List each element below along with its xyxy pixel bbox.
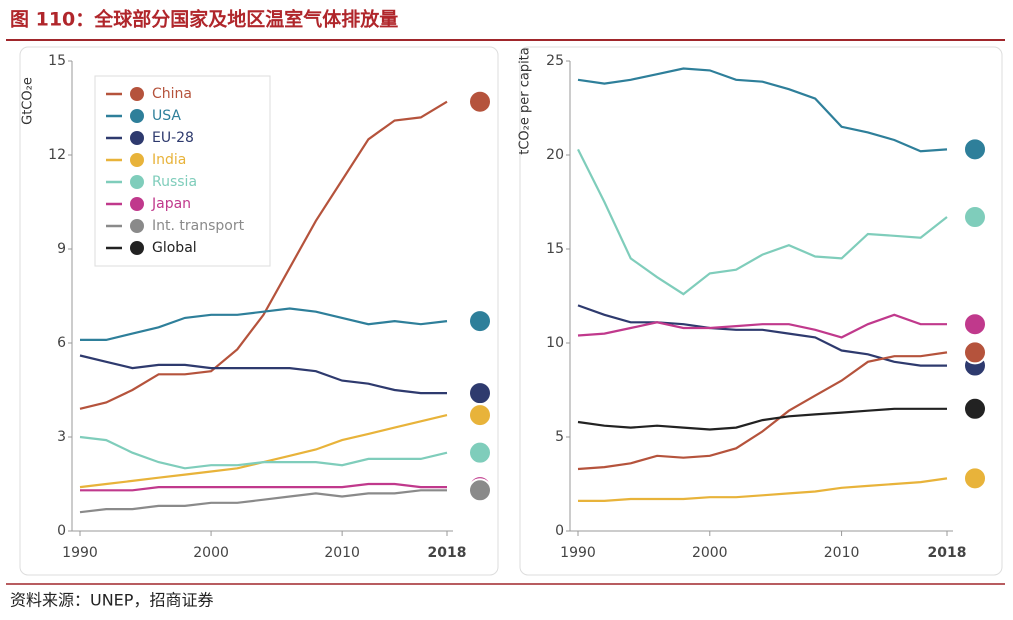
series-line bbox=[79, 354, 447, 395]
legend-box bbox=[94, 75, 271, 267]
legend-label: China bbox=[152, 86, 192, 102]
y-axis-label: tCO₂e per capita bbox=[518, 47, 533, 155]
y-tick-label: 0 bbox=[57, 523, 66, 539]
y-tick-label: 6 bbox=[57, 335, 66, 351]
x-tick-label: 2000 bbox=[692, 545, 728, 561]
flag-icon bbox=[963, 396, 987, 421]
y-tick-label: 20 bbox=[546, 147, 564, 163]
x-tick-label: 2018 bbox=[928, 545, 967, 561]
figure-title: 图 110：全球部分国家及地区温室气体排放量 bbox=[10, 8, 398, 31]
flag-icon bbox=[468, 381, 492, 406]
flag-icon bbox=[963, 137, 987, 162]
series-line bbox=[577, 313, 947, 339]
series-line bbox=[577, 351, 948, 471]
flag-icon bbox=[963, 466, 987, 491]
legend-label: Int. transport bbox=[152, 218, 245, 234]
legend-icon bbox=[130, 241, 144, 255]
y-tick-label: 10 bbox=[546, 335, 564, 351]
series-line bbox=[79, 489, 447, 514]
x-tick-label: 1990 bbox=[62, 545, 98, 561]
x-tick-label: 2018 bbox=[428, 545, 467, 561]
y-tick-label: 5 bbox=[555, 429, 564, 445]
y-axis-label: GtCO₂e bbox=[21, 77, 36, 125]
legend-label: Global bbox=[152, 240, 197, 256]
legend-icon bbox=[130, 175, 144, 189]
legend-icon bbox=[130, 131, 144, 145]
y-tick-label: 15 bbox=[48, 53, 66, 69]
series-line bbox=[80, 307, 448, 341]
panel-frame bbox=[19, 46, 499, 576]
flag-icon bbox=[963, 312, 987, 337]
flag-icon bbox=[963, 205, 987, 230]
series-line bbox=[80, 482, 447, 492]
flag-icon bbox=[963, 340, 987, 365]
x-tick-label: 2010 bbox=[324, 545, 360, 561]
legend-icon bbox=[130, 87, 144, 101]
y-tick-label: 12 bbox=[48, 147, 66, 163]
series-line bbox=[577, 304, 947, 367]
series-line bbox=[578, 477, 948, 502]
series-line bbox=[79, 100, 448, 410]
legend-label: Japan bbox=[151, 196, 191, 212]
x-tick-label: 2000 bbox=[193, 545, 229, 561]
y-tick-label: 3 bbox=[57, 429, 66, 445]
legend-icon bbox=[130, 197, 144, 211]
y-tick-label: 25 bbox=[546, 53, 564, 69]
y-tick-label: 15 bbox=[546, 241, 564, 257]
legend-icon bbox=[130, 219, 144, 233]
series-line bbox=[79, 435, 448, 470]
y-tick-label: 0 bbox=[555, 523, 564, 539]
flag-icon bbox=[468, 440, 492, 465]
flag-icon bbox=[468, 309, 492, 334]
legend-icon bbox=[130, 109, 144, 123]
legend-label: EU-28 bbox=[152, 130, 194, 146]
flag-icon bbox=[468, 478, 492, 503]
legend-label: India bbox=[152, 152, 186, 168]
series-line bbox=[577, 407, 947, 431]
legend-icon bbox=[130, 153, 144, 167]
legend-label: USA bbox=[152, 108, 181, 124]
x-tick-label: 1990 bbox=[560, 545, 596, 561]
panel-frame bbox=[519, 46, 1003, 576]
x-tick-label: 2010 bbox=[824, 545, 860, 561]
y-tick-label: 9 bbox=[57, 241, 66, 257]
source-note: 资料来源：UNEP，招商证券 bbox=[10, 591, 213, 610]
legend-label: Russia bbox=[152, 174, 197, 190]
series-line bbox=[79, 414, 448, 489]
flag-icon bbox=[468, 89, 492, 114]
flag-icon bbox=[468, 403, 492, 428]
series-line bbox=[577, 67, 948, 153]
series-line bbox=[577, 148, 948, 296]
